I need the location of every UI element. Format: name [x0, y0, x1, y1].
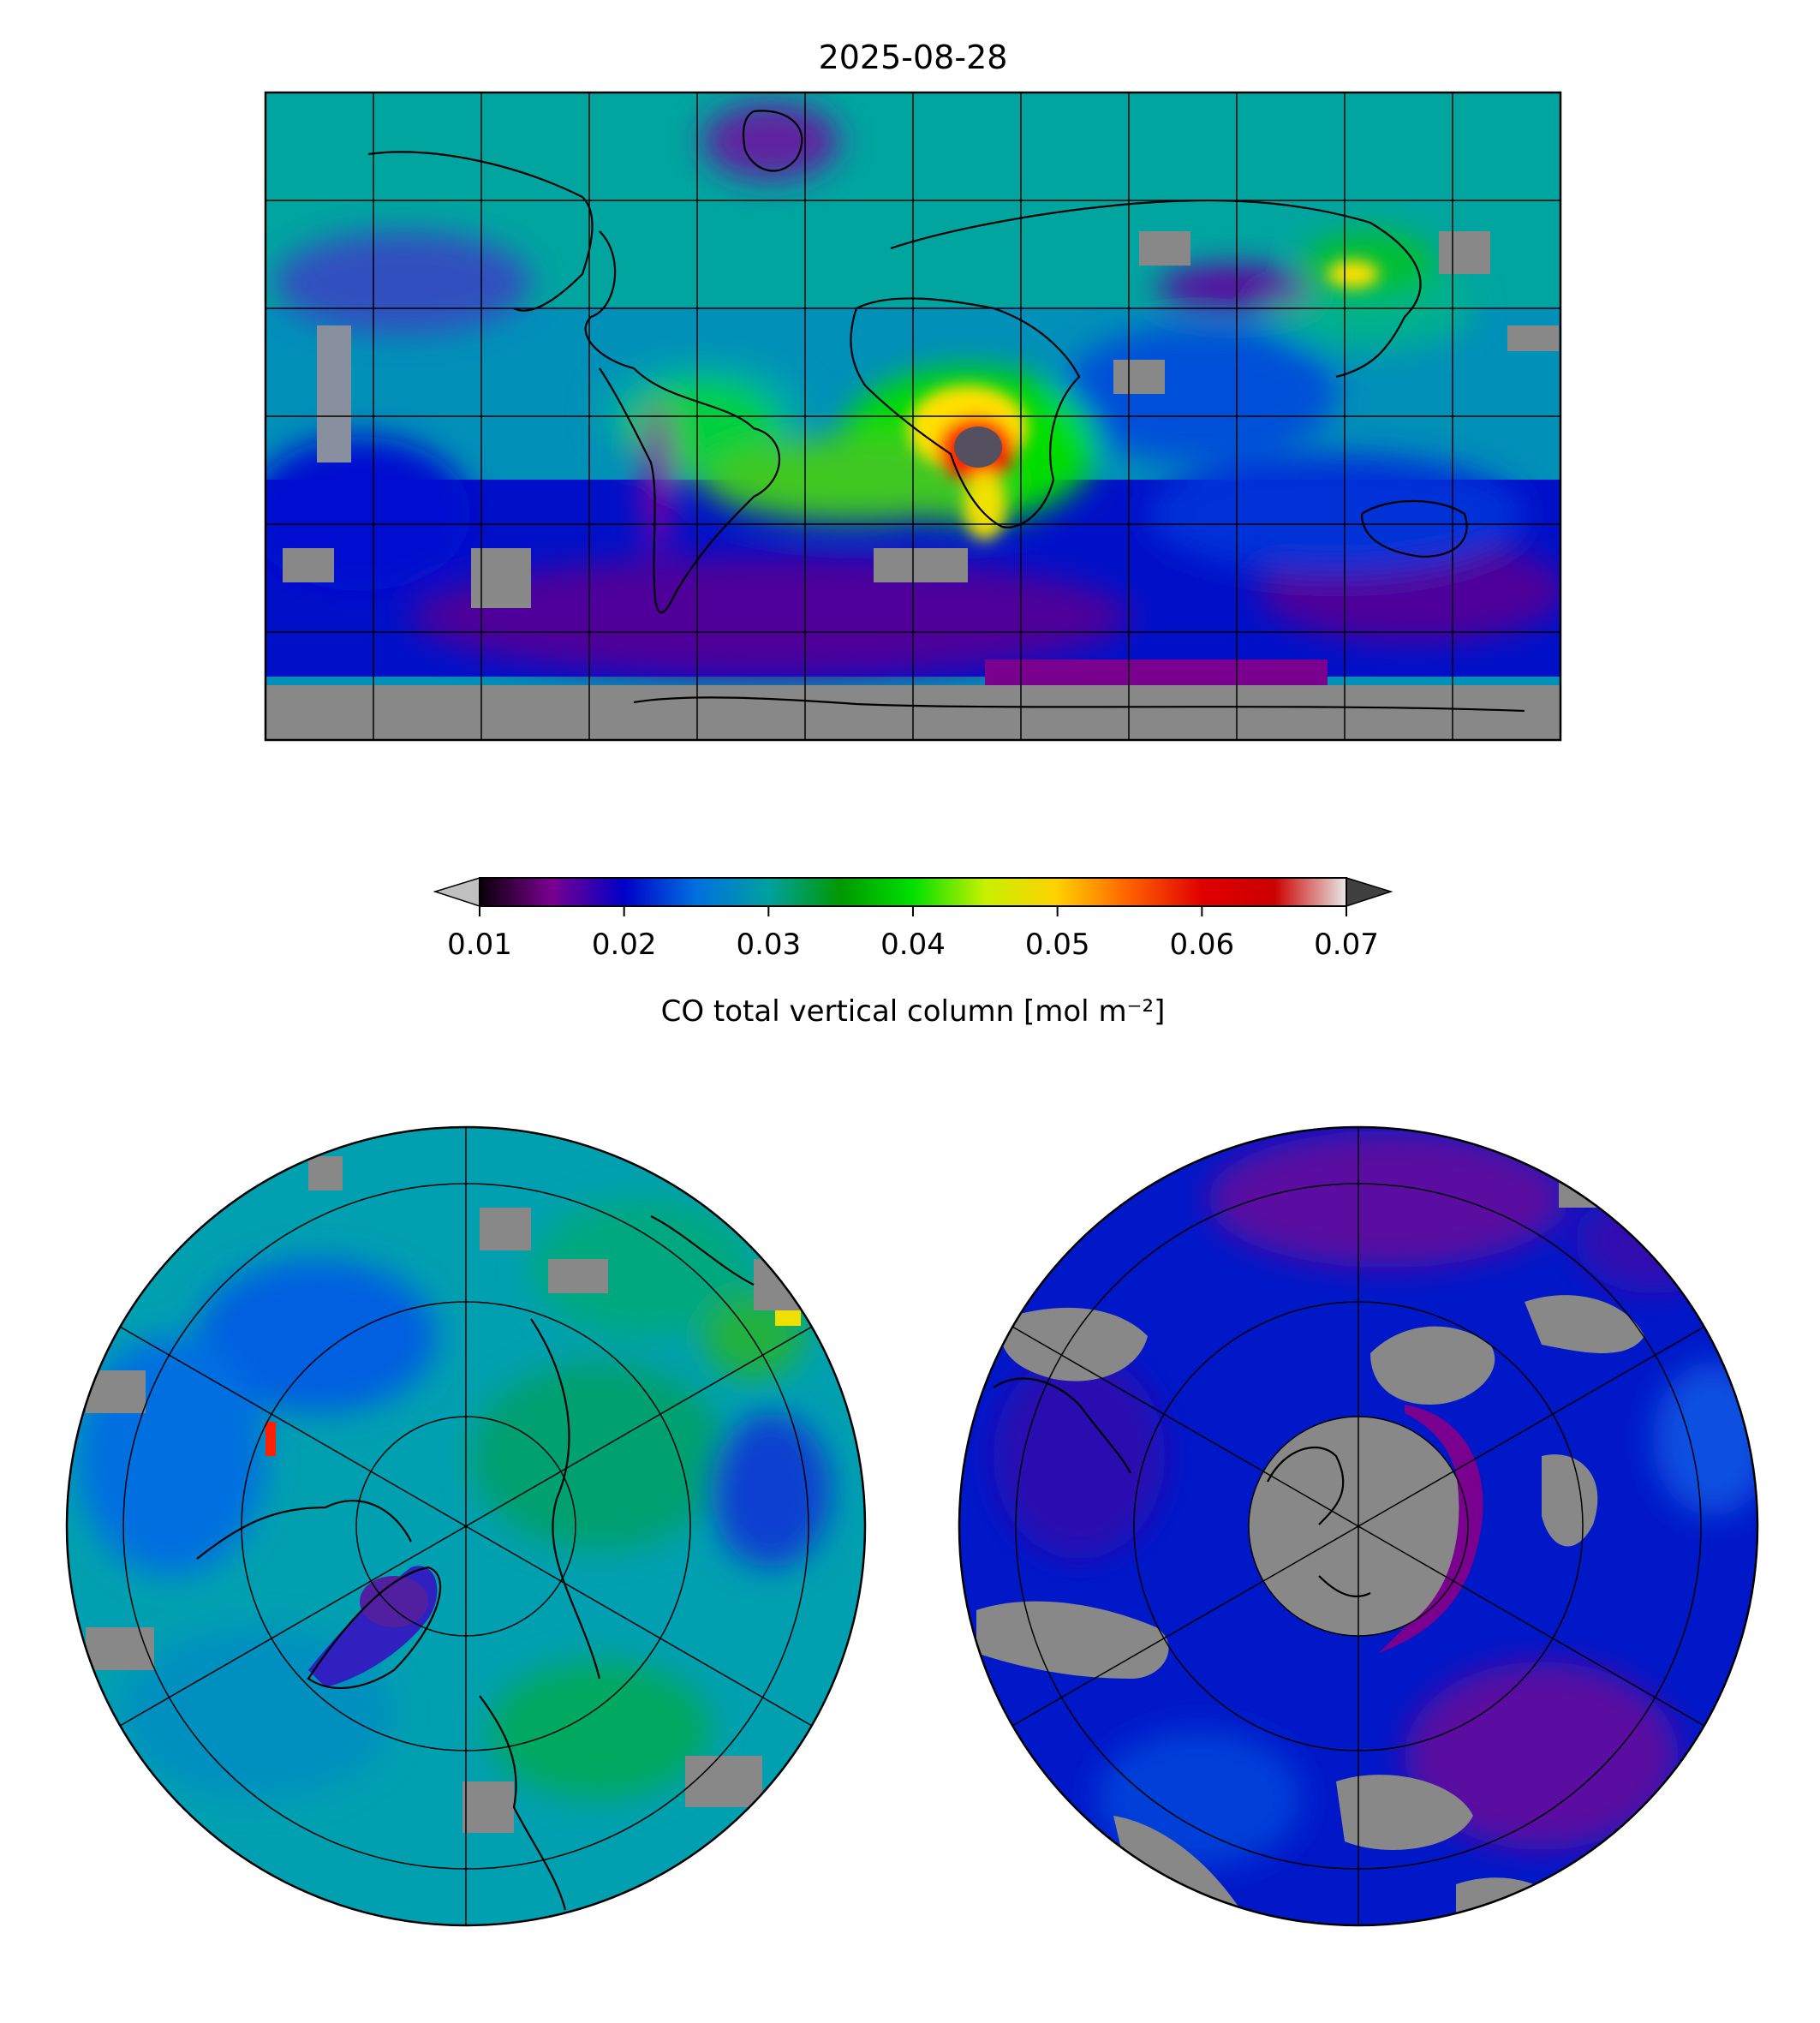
colorbar-tick-label: 0.05 [1025, 928, 1090, 962]
colorbar-under-extension [433, 876, 480, 908]
colorbar-ticks: 0.01 0.02 0.03 0.04 0.05 0.06 0.07 [447, 906, 1379, 962]
north-polar-frame [65, 1125, 867, 1927]
north-polar-gridlines [119, 1127, 813, 1925]
colorbar: 0.01 0.02 0.03 0.04 0.05 0.06 0.07 CO total ve… [433, 876, 1393, 1029]
colorbar-tick-label: 0.03 [736, 928, 801, 962]
south-polar-gridlines [1011, 1127, 1705, 1925]
colorbar-tick-label: 0.07 [1314, 928, 1379, 962]
south-polar-field [959, 1127, 1757, 1925]
colorbar-tick-label: 0.01 [447, 928, 512, 962]
colorbar-label: CO total vertical column [mol m⁻²] [661, 994, 1166, 1029]
global-map-gridlines [266, 92, 1560, 740]
south-polar-frame [958, 1125, 1759, 1927]
figure-title: 2025-08-28 [819, 39, 1008, 76]
global-map-frame [264, 91, 1562, 742]
colorbar-tick-label: 0.06 [1169, 928, 1234, 962]
colorbar-gradient [480, 878, 1346, 906]
north-polar-map [65, 1125, 867, 1927]
colorbar-tick-label: 0.02 [592, 928, 657, 962]
global-map [264, 91, 1562, 742]
colorbar-over-extension [1346, 876, 1393, 908]
south-polar-map [958, 1125, 1759, 1927]
colorbar-tick-label: 0.04 [880, 928, 946, 962]
